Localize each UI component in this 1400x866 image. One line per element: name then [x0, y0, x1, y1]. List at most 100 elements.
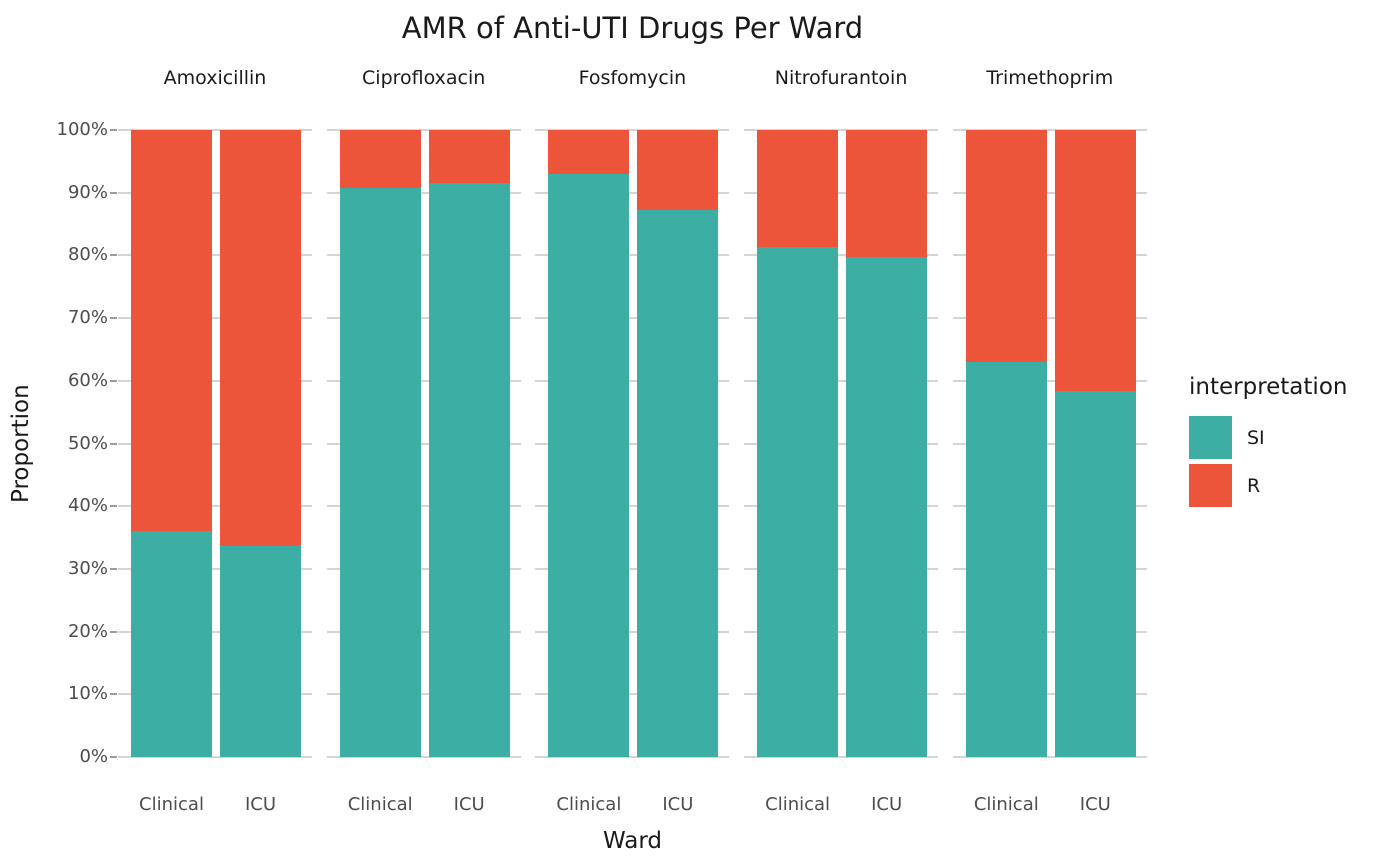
bar-segment-r	[548, 130, 630, 174]
gridline	[535, 442, 730, 445]
y-tick-mark	[110, 254, 117, 257]
y-tick-label: 80%	[67, 244, 108, 266]
bar-segment-si	[757, 247, 839, 757]
gridline	[118, 129, 312, 131]
bar-segment-r	[220, 130, 301, 546]
gridline	[326, 129, 521, 131]
facet-panel	[952, 129, 1147, 758]
y-tick-label: 70%	[67, 307, 108, 329]
gridline	[326, 191, 521, 194]
gridline	[326, 567, 521, 570]
legend-item-label: SI	[1247, 426, 1265, 449]
gridline	[118, 254, 312, 257]
gridline	[744, 630, 939, 633]
gridline	[535, 693, 730, 696]
bar-segment-r	[131, 130, 212, 531]
gridline	[952, 630, 1147, 633]
gridline	[744, 129, 939, 131]
gridline	[952, 693, 1147, 696]
gridline	[744, 379, 939, 382]
stacked-bar	[637, 130, 719, 757]
legend: interpretation SI R	[1189, 372, 1389, 512]
gridline	[118, 379, 312, 382]
gridline	[326, 317, 521, 320]
gridline	[744, 442, 939, 445]
x-tick-label: ICU	[244, 794, 277, 815]
legend-item-label: R	[1247, 474, 1261, 497]
bar-segment-r	[965, 130, 1047, 362]
x-tick-label: Clinical	[556, 794, 622, 815]
bar-segment-r	[339, 130, 421, 189]
y-tick-label: 50%	[67, 432, 108, 454]
y-tick-mark	[110, 129, 117, 131]
y-tick-mark	[110, 693, 117, 696]
stacked-bar	[1054, 130, 1136, 757]
gridline	[952, 129, 1147, 131]
stacked-bar	[757, 130, 839, 757]
gridline	[535, 630, 730, 633]
facet-strip-label: Fosfomycin	[578, 67, 687, 89]
bar-segment-si	[846, 257, 928, 757]
gridline	[326, 756, 521, 758]
gridline	[952, 756, 1147, 758]
legend-title: interpretation	[1189, 374, 1348, 400]
gridline	[535, 567, 730, 570]
gridline	[952, 505, 1147, 508]
y-tick-label: 60%	[67, 369, 108, 391]
bar-segment-si	[637, 210, 719, 757]
gridline	[744, 693, 939, 696]
gridline	[952, 191, 1147, 194]
y-tick-mark	[110, 442, 117, 445]
bar-segment-si	[548, 173, 630, 757]
x-tick-label: Clinical	[347, 794, 413, 815]
gridline	[744, 505, 939, 508]
bar-segment-r	[757, 130, 839, 248]
facet-panel	[535, 129, 730, 758]
facet-strip-label: Trimethoprim	[986, 67, 1114, 89]
gridline	[535, 379, 730, 382]
gridline	[326, 505, 521, 508]
stacked-bar	[846, 130, 928, 757]
facet-strip-label: Ciprofloxacin	[362, 67, 486, 89]
bar-segment-r	[428, 130, 510, 184]
bar-segment-r	[846, 130, 928, 258]
gridline	[952, 442, 1147, 445]
y-tick-label: 100%	[56, 119, 108, 140]
gridline	[118, 505, 312, 508]
gridline	[326, 630, 521, 633]
y-tick-mark	[110, 505, 117, 508]
y-tick-label: 0%	[79, 746, 108, 767]
x-tick-label: Clinical	[973, 794, 1039, 815]
y-tick-mark	[110, 756, 117, 758]
x-tick-label: ICU	[453, 794, 485, 815]
bar-segment-si	[339, 188, 421, 757]
x-tick-label: Clinical	[765, 794, 831, 815]
gridline	[118, 567, 312, 570]
gridline	[118, 693, 312, 696]
legend-key-si	[1189, 416, 1232, 459]
gridline	[326, 379, 521, 382]
facet-panel	[326, 129, 521, 758]
facet-panel	[118, 129, 312, 758]
y-tick-mark	[110, 317, 117, 320]
gridline	[744, 567, 939, 570]
y-tick-label: 10%	[67, 683, 108, 705]
gridline	[952, 317, 1147, 320]
y-tick-mark	[110, 567, 117, 570]
legend-key-r	[1189, 464, 1232, 507]
gridline	[744, 317, 939, 320]
stacked-bar	[131, 130, 212, 757]
bar-segment-si	[131, 530, 212, 757]
bar-segment-si	[965, 362, 1047, 757]
gridline	[535, 254, 730, 257]
gridline	[744, 756, 939, 758]
gridline	[118, 191, 312, 194]
legend-item: R	[1189, 464, 1389, 507]
stacked-bar	[339, 130, 421, 757]
facet-panel	[744, 129, 939, 758]
y-axis-title: Proportion	[8, 384, 34, 503]
gridline	[952, 567, 1147, 570]
y-tick-label: 20%	[67, 620, 108, 642]
gridline	[118, 317, 312, 320]
gridline	[326, 442, 521, 445]
